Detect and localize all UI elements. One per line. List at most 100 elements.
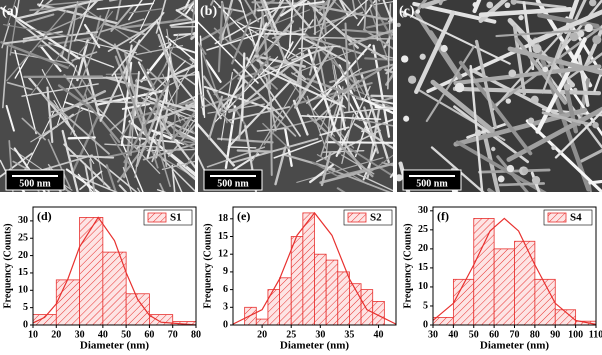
nanowire	[506, 106, 602, 162]
particle	[563, 83, 571, 91]
nanowire	[134, 73, 195, 82]
particle	[397, 22, 401, 28]
nanowire	[328, 168, 392, 192]
x-tick-label: 50	[469, 329, 479, 340]
nanowire	[76, 38, 89, 82]
nanowire	[109, 133, 133, 169]
nanowire	[369, 1, 393, 6]
nanowire	[70, 82, 90, 135]
particle	[474, 129, 482, 137]
nanowire	[208, 95, 223, 140]
nanowire	[206, 33, 260, 51]
nanowire	[0, 152, 33, 178]
particle	[569, 32, 579, 42]
nanowire	[21, 117, 46, 141]
nanowire	[176, 163, 195, 181]
nanowire	[306, 77, 347, 94]
nanowire	[137, 61, 157, 96]
nanowire	[111, 11, 165, 77]
image-label: (c)	[399, 4, 415, 19]
y-tick-label: 25	[418, 224, 428, 235]
nanowire	[198, 122, 236, 167]
nanowire	[66, 76, 129, 80]
nanowire	[130, 78, 138, 157]
nanowire	[308, 0, 331, 76]
nanowire	[320, 151, 332, 187]
nanowire	[586, 179, 602, 185]
particle	[506, 164, 515, 173]
nanowire	[375, 17, 393, 20]
nanowire	[308, 4, 388, 21]
particle	[573, 87, 578, 93]
panel-label: (e)	[237, 209, 250, 223]
nanowire	[339, 0, 349, 16]
legend-label: S4	[570, 212, 582, 224]
nanowire	[263, 71, 318, 145]
x-tick-label: 70	[168, 329, 178, 340]
x-tick-label: 60	[144, 329, 154, 340]
nanowire	[306, 0, 359, 49]
nanowire	[130, 99, 195, 120]
nanowire	[96, 2, 154, 10]
nanowire	[167, 120, 195, 135]
histogram-bar	[360, 289, 374, 326]
nanowire	[220, 71, 233, 141]
nanowire	[361, 118, 393, 133]
nanowire	[14, 49, 37, 135]
y-tick-label: 15	[218, 231, 228, 242]
nanowire	[0, 41, 69, 69]
nanowire	[541, 111, 592, 126]
nanowire	[63, 143, 111, 190]
nanowire	[319, 126, 350, 136]
histogram-bar	[514, 240, 536, 326]
nanowire	[227, 95, 262, 114]
x-axis-label: Diameter (nm)	[80, 340, 149, 352]
x-tick-label: 20	[257, 329, 267, 340]
nanowire	[541, 41, 563, 94]
nanowire	[176, 45, 195, 54]
x-tick-label: 20	[51, 329, 61, 340]
histogram-bar	[337, 271, 350, 326]
nanowire	[370, 52, 393, 59]
nanowire	[316, 129, 381, 163]
nanowire	[165, 35, 195, 62]
particle	[491, 146, 496, 152]
nanowire	[22, 13, 89, 44]
nanowire	[364, 57, 393, 61]
y-tick-label: 15	[418, 262, 428, 273]
nanowire	[74, 39, 137, 54]
nanowire	[154, 102, 171, 136]
nanowire	[425, 45, 475, 123]
nanowire	[455, 140, 547, 192]
x-tick-label: 40	[374, 329, 384, 340]
nanowire	[541, 108, 602, 117]
histogram-bar	[473, 218, 495, 326]
nanowire	[71, 116, 99, 173]
nanowire	[71, 51, 98, 62]
nanowire	[140, 64, 156, 90]
x-tick-label: 70	[510, 329, 520, 340]
histogram-bar	[493, 248, 515, 326]
nanowire	[185, 3, 195, 15]
particle	[408, 75, 417, 84]
particle	[513, 47, 519, 52]
y-tick-label: 3	[223, 302, 228, 313]
nanowire	[305, 68, 362, 104]
nanowire	[385, 72, 393, 86]
histogram-bar	[314, 253, 327, 326]
x-tick-label: 30	[428, 329, 438, 340]
nanowire	[372, 44, 391, 138]
nanowire	[41, 69, 76, 137]
nanowire	[282, 57, 307, 81]
nanowire	[71, 173, 118, 192]
nanowire	[295, 52, 305, 87]
nanowire	[382, 0, 393, 22]
nanowire	[481, 128, 501, 192]
x-tick-label: 60	[489, 329, 499, 340]
scale-bar-label: 500 nm	[19, 178, 51, 189]
nanowire	[61, 129, 79, 192]
x-axis-label: Diameter (nm)	[480, 340, 549, 352]
fit-curve	[232, 211, 397, 325]
x-tick-label: 35	[344, 329, 354, 340]
nanowire	[213, 39, 280, 96]
